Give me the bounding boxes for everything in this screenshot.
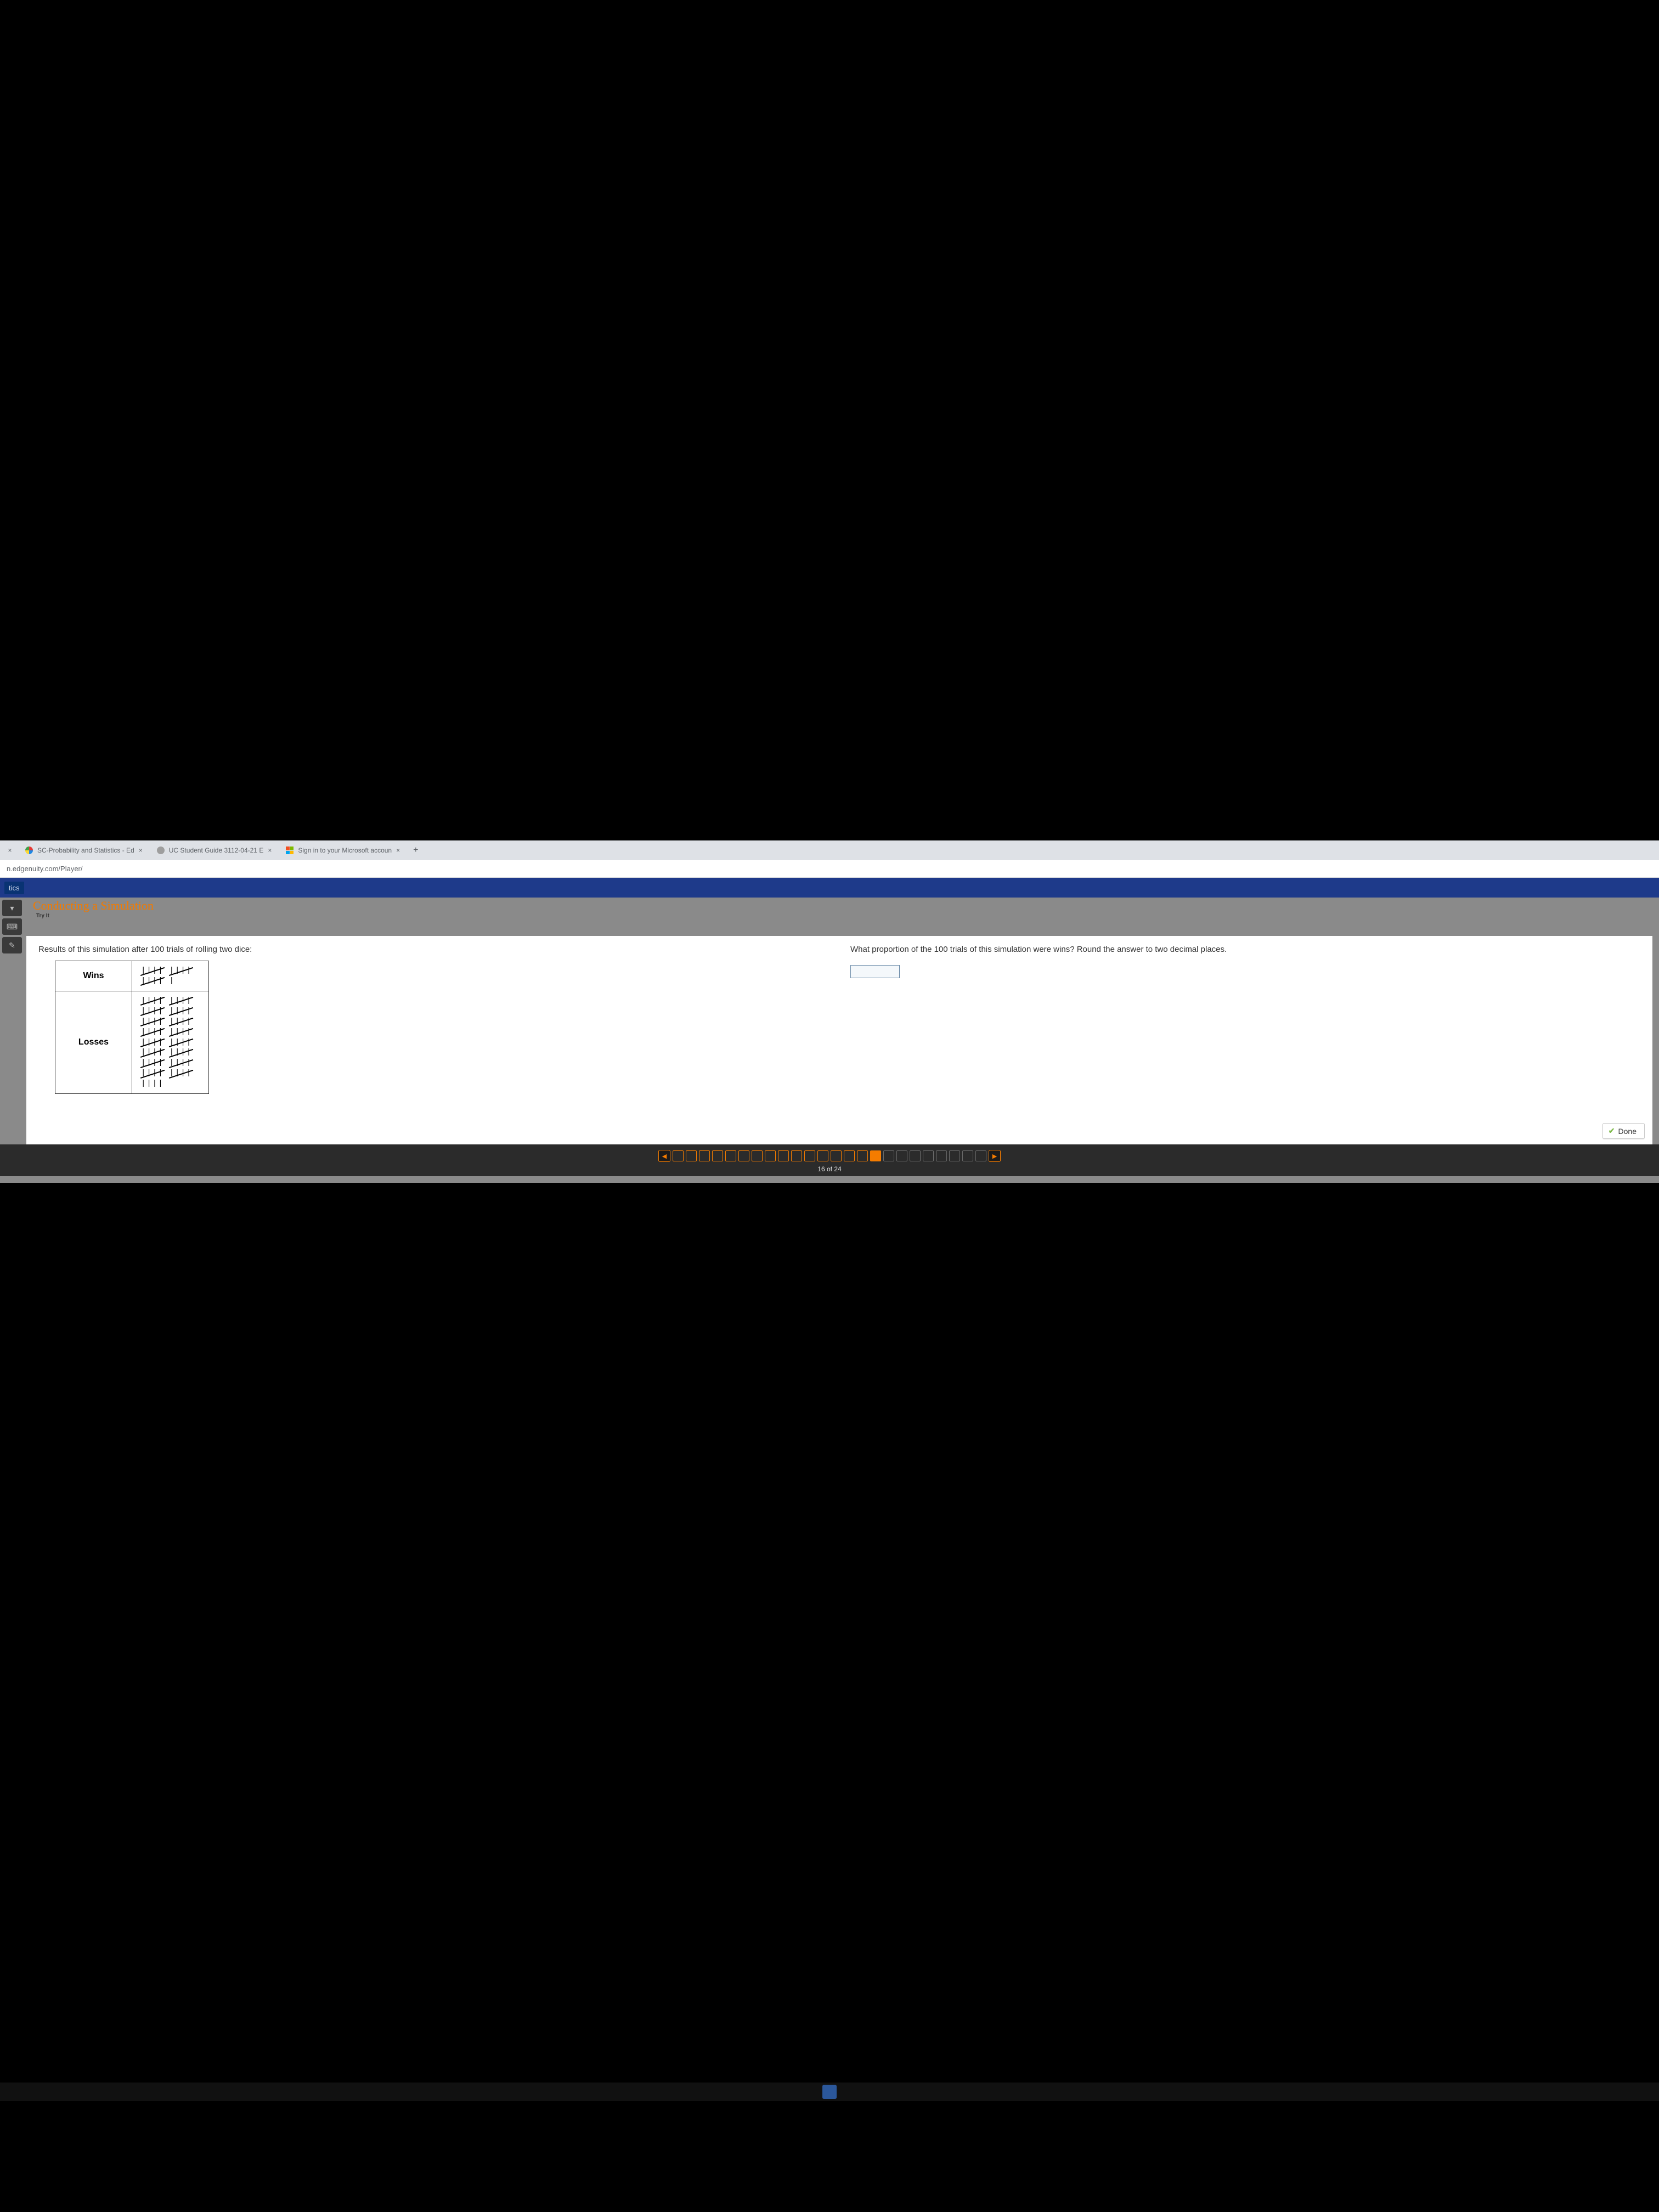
left-prompt: Results of this simulation after 100 tri… xyxy=(38,944,831,955)
try-it-label: Try It xyxy=(36,913,49,919)
tally-cell: ||||||||||||| xyxy=(132,961,209,991)
browser-tab-bar: × SC-Probability and Statistics - Ed × U… xyxy=(0,840,1659,860)
close-icon[interactable]: × xyxy=(139,847,143,854)
tab-label: UC Student Guide 3112-04-21 E xyxy=(169,847,264,854)
taskbar xyxy=(0,2083,1659,2101)
progress-cell[interactable] xyxy=(949,1150,960,1161)
done-button[interactable]: ✔ Done xyxy=(1602,1123,1645,1139)
next-button[interactable]: ▶ xyxy=(989,1150,1001,1162)
browser-tab-3[interactable]: Sign in to your Microsoft accoun × xyxy=(279,843,407,857)
progress-cell[interactable] xyxy=(923,1150,934,1161)
close-icon: × xyxy=(8,847,12,854)
subject-tab[interactable]: tics xyxy=(4,882,24,894)
tab-close-leading[interactable]: × xyxy=(2,843,18,857)
right-column: What proportion of the 100 trials of thi… xyxy=(850,944,1643,1122)
progress-cell[interactable] xyxy=(817,1150,828,1161)
right-prompt: What proportion of the 100 trials of thi… xyxy=(850,944,1643,955)
progress-cell[interactable] xyxy=(791,1150,802,1161)
progress-cell[interactable] xyxy=(857,1150,868,1161)
lesson-title: Conducting a Simulation xyxy=(33,899,154,913)
progress-cell[interactable] xyxy=(738,1150,749,1161)
close-icon[interactable]: × xyxy=(268,847,272,854)
question-panel: Results of this simulation after 100 tri… xyxy=(26,936,1652,1144)
progress-cell[interactable] xyxy=(686,1150,697,1161)
word-icon[interactable] xyxy=(822,2085,837,2099)
app-header: tics xyxy=(0,878,1659,898)
progress-cell[interactable] xyxy=(883,1150,894,1161)
table-row: Losses||||||||||||||||||||||||||||||||||… xyxy=(55,991,209,1093)
browser-tab-1[interactable]: SC-Probability and Statistics - Ed × xyxy=(19,843,149,857)
progress-cell[interactable] xyxy=(975,1150,986,1161)
progress-cell[interactable] xyxy=(962,1150,973,1161)
progress-cell[interactable] xyxy=(712,1150,723,1161)
progress-cell[interactable] xyxy=(699,1150,710,1161)
tally-cell: ||||||||||||||||||||||||||||||||||||||||… xyxy=(132,991,209,1093)
lesson-header: Conducting a Simulation xyxy=(0,898,1659,913)
left-toolbar: ▾ ⌨ ✎ xyxy=(0,898,24,953)
tool-button-1[interactable]: ▾ xyxy=(2,900,22,916)
progress-cell[interactable] xyxy=(752,1150,763,1161)
favicon-generic xyxy=(157,847,165,854)
prev-button[interactable]: ◀ xyxy=(658,1150,670,1162)
progress-cell[interactable] xyxy=(896,1150,907,1161)
browser-tab-2[interactable]: UC Student Guide 3112-04-21 E × xyxy=(150,843,279,857)
progress-cell[interactable] xyxy=(765,1150,776,1161)
table-row: Wins||||||||||||| xyxy=(55,961,209,991)
progress-cell[interactable] xyxy=(870,1150,881,1161)
url-text: n.edgenuity.com/Player/ xyxy=(7,865,83,873)
calculator-icon[interactable]: ⌨ xyxy=(2,918,22,935)
content-area: ▾ ⌨ ✎ Conducting a Simulation Try It Res… xyxy=(0,898,1659,1183)
favicon-edgenuity xyxy=(25,847,33,854)
row-label: Losses xyxy=(55,991,132,1093)
row-label: Wins xyxy=(55,961,132,991)
progress-cell[interactable] xyxy=(936,1150,947,1161)
progress-cell[interactable] xyxy=(844,1150,855,1161)
progress-cell[interactable] xyxy=(673,1150,684,1161)
progress-counter: 16 of 24 xyxy=(817,1165,841,1173)
favicon-microsoft xyxy=(286,847,294,854)
highlighter-icon[interactable]: ✎ xyxy=(2,937,22,953)
close-icon[interactable]: × xyxy=(396,847,400,854)
progress-cell[interactable] xyxy=(778,1150,789,1161)
progress-bar: ◀ ▶ 16 of 24 xyxy=(0,1144,1659,1176)
progress-row: ◀ ▶ xyxy=(658,1150,1001,1162)
left-column: Results of this simulation after 100 tri… xyxy=(38,944,831,1122)
progress-cell[interactable] xyxy=(831,1150,842,1161)
url-bar[interactable]: n.edgenuity.com/Player/ xyxy=(0,860,1659,878)
done-label: Done xyxy=(1618,1127,1637,1136)
answer-input[interactable] xyxy=(850,965,900,978)
progress-cell[interactable] xyxy=(725,1150,736,1161)
new-tab-button[interactable]: + xyxy=(408,842,424,859)
tab-label: SC-Probability and Statistics - Ed xyxy=(37,847,134,854)
progress-cell[interactable] xyxy=(804,1150,815,1161)
tally-table: Wins|||||||||||||Losses|||||||||||||||||… xyxy=(55,961,209,1094)
check-icon: ✔ xyxy=(1609,1126,1615,1136)
tab-label: Sign in to your Microsoft accoun xyxy=(298,847,392,854)
progress-cell[interactable] xyxy=(910,1150,921,1161)
